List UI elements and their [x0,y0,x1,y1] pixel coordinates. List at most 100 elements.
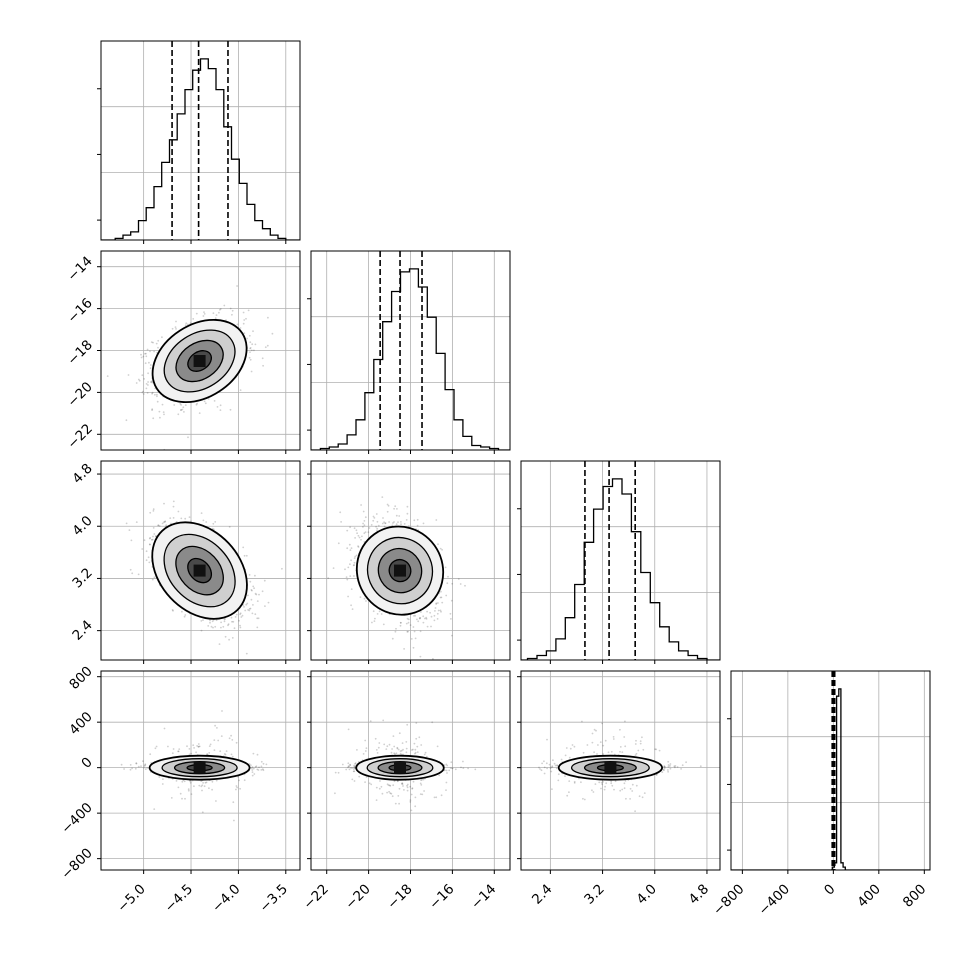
y-tick-label: −800 [58,845,96,883]
scatter-point [436,612,439,615]
scatter-point [248,609,251,612]
scatter-point [669,765,671,767]
scatter-point [388,790,390,793]
scatter-point [375,525,377,528]
scatter-point [196,745,199,747]
scatter-point [591,789,593,792]
scatter-point [592,791,595,793]
scatter-point [439,609,442,612]
scatter-point [396,746,399,749]
x-tick-label: 2.4 [529,881,556,908]
scatter-point [264,605,266,607]
density-peak [394,761,406,774]
scatter-point [373,517,376,519]
y-tick-label: 0 [78,754,95,771]
scatter-point [349,764,352,767]
scatter-point [156,395,158,398]
ticks [517,508,708,664]
scatter-point [583,798,586,801]
scatter-point [439,596,442,599]
scatter-point [239,612,242,615]
scatter-point [462,767,465,769]
scatter-point [337,771,340,774]
scatter-point [548,763,551,766]
scatter-point [399,621,402,624]
scatter-point [163,727,166,730]
scatter-point [233,627,236,630]
scatter-point [211,620,214,623]
scatter-point [134,767,137,770]
scatter-point [421,793,424,796]
scatter-point [158,776,161,778]
scatter-point [223,620,226,623]
scatter-point [370,783,373,786]
scatter-point [383,521,385,524]
scatter-point [634,754,637,756]
scatter-point [257,769,260,771]
scatter-point [655,748,658,751]
scatter-point [172,609,174,612]
scatter-point [261,768,264,771]
scatter-point [581,720,583,723]
scatter-point [631,790,634,792]
scatter-point [243,779,246,782]
scatter-point [433,796,436,799]
scatter-point [181,408,184,411]
scatter-point [395,523,398,526]
scatter-point [215,314,218,316]
scatter-point [346,547,349,550]
scatter-point [351,767,354,769]
scatter-point [236,323,239,326]
grid [521,461,720,660]
scatter-point [393,507,395,510]
scatter-point [145,355,148,358]
scatter-point [232,620,235,623]
scatter-point [445,769,448,772]
scatter-point [177,510,180,513]
scatter-point [394,802,397,805]
scatter-point [369,720,372,722]
scatter-point [261,357,264,360]
scatter-point [623,782,626,785]
scatter-point [184,797,186,800]
scatter-point [409,624,412,626]
scatter-point [414,637,417,640]
scatter-point [619,746,622,748]
scatter-point [573,780,576,783]
x-tick-label: 3.2 [581,881,608,908]
scatter-point [173,404,176,406]
scatter-point [357,545,359,547]
scatter-point [437,609,440,612]
scatter-point [249,358,252,361]
scatter-point [258,593,260,596]
scatter-point [430,625,432,628]
scatter-point [437,543,439,546]
scatter-point [220,621,223,624]
scatter-point [153,576,156,579]
scatter-point [398,515,401,517]
scatter-point [422,621,425,624]
scatter-point [435,603,438,605]
scatter-point [381,496,384,498]
scatter-point [451,582,454,585]
scatter-point [418,617,421,619]
density-peak [394,564,406,577]
scatter-point [629,787,632,790]
scatter-point [245,652,248,655]
scatter-point [250,598,253,601]
scatter-point [415,737,418,740]
scatter-point [364,750,367,752]
scatter-point [204,402,207,405]
scatter-point [667,765,670,768]
scatter-point [376,520,379,523]
scatter-point [413,615,415,617]
scatter-point [607,751,610,754]
ticks [727,718,925,874]
scatter-point [538,766,540,769]
scatter-point [164,520,167,523]
scatter-point [400,523,402,526]
scatter-point [241,614,244,617]
scatter-point [398,787,401,790]
scatter-point [421,779,423,781]
scatter-point [365,776,368,778]
